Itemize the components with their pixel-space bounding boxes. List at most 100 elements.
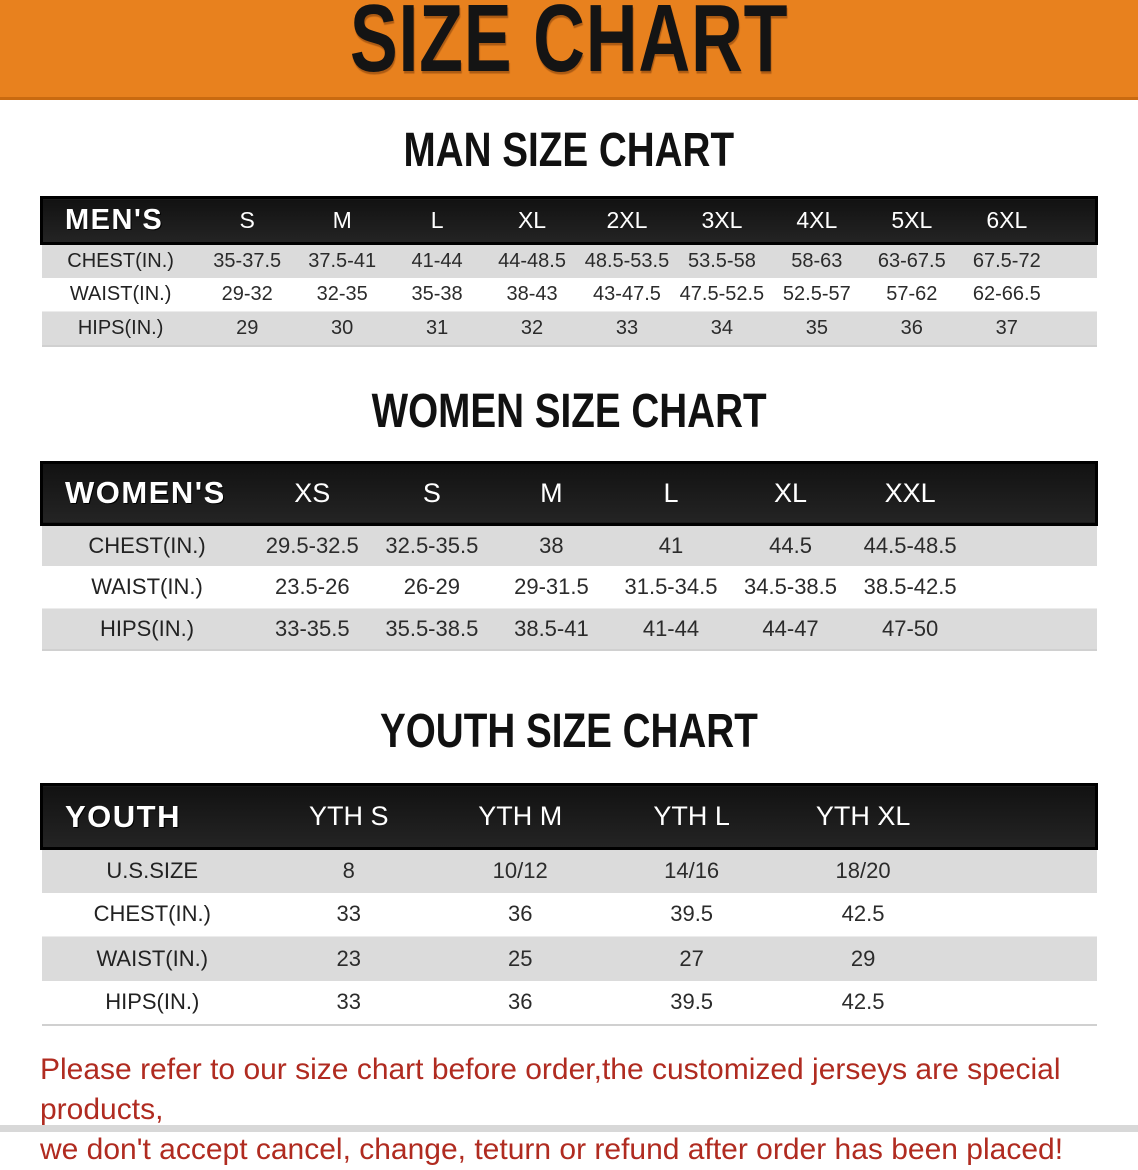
measurement-row: WAIST(IN.) 29-32 32-35 35-38 38-43 43-47.5 47.… [41, 277, 1097, 312]
sections-container: MAN SIZE CHART MEN'S S M L XL 2XL 3XL 4XL 5XL 6XL C… [0, 125, 1138, 1026]
page-title: SIZE CHART [288, 0, 850, 109]
size-value-cell: 38-43 [484, 277, 580, 312]
table-head: YOUTH YTH S YTH M YTH L YTH XL [40, 783, 1098, 850]
size-value-cell: 18/20 [777, 848, 949, 893]
header-row: WOMEN'S XS S M L XL XXL [40, 460, 1098, 526]
row-label: WAIST(IN.) [41, 566, 253, 609]
size-column-header: S [372, 460, 492, 526]
size-value-cell: 29-32 [199, 277, 295, 312]
size-value-cell: 27 [605, 936, 778, 981]
size-value-cell: 14/16 [605, 848, 778, 893]
heading-text: WOMEN SIZE CHART [371, 382, 767, 437]
women-corner-label: WOMEN'S [40, 460, 253, 526]
row-label: CHEST(IN.) [41, 524, 253, 566]
size-column-header: 4XL [769, 196, 865, 245]
size-value-cell: 31.5-34.5 [611, 566, 731, 609]
header-row: MEN'S S M L XL 2XL 3XL 4XL 5XL 6XL [39, 196, 1099, 245]
size-value-cell: 33 [263, 980, 435, 1025]
row-label: CHEST(IN.) [41, 243, 200, 278]
spacer-cell [948, 848, 1097, 893]
size-value-cell: 47-50 [850, 608, 970, 650]
disclaimer-line-1: Please refer to our size chart before or… [40, 1052, 1061, 1126]
size-value-cell: 67.5-72 [959, 243, 1055, 278]
row-label: HIPS(IN.) [41, 608, 253, 650]
size-column-header: XL [484, 196, 580, 245]
size-value-cell: 58-63 [769, 243, 865, 278]
size-value-cell: 38.5-41 [491, 608, 612, 650]
size-value-cell: 35-37.5 [199, 243, 295, 278]
measurement-row: U.S.SIZE 8 10/12 14/16 18/20 [41, 848, 1097, 893]
size-value-cell: 52.5-57 [769, 277, 865, 312]
size-value-cell: 36 [434, 980, 606, 1025]
size-value-cell: 38.5-42.5 [850, 566, 970, 609]
row-label: WAIST(IN.) [41, 277, 200, 312]
size-column-header: M [294, 196, 390, 245]
size-value-cell: 42.5 [777, 892, 949, 937]
size-value-cell: 36 [434, 892, 606, 937]
size-value-cell: 10/12 [434, 848, 606, 893]
size-value-cell: 35 [769, 311, 865, 346]
size-value-cell: 41-44 [389, 243, 485, 278]
spacer-cell [1054, 196, 1099, 245]
size-value-cell: 30 [294, 311, 390, 346]
row-label: HIPS(IN.) [41, 311, 200, 346]
youth-corner-label: YOUTH [40, 783, 264, 850]
size-column-header: 6XL [959, 196, 1055, 245]
size-value-cell: 8 [263, 848, 435, 893]
size-value-cell: 41-44 [611, 608, 731, 650]
measurement-row: HIPS(IN.) 33-35.5 35.5-38.5 38.5-41 41-44 44-… [41, 608, 1097, 650]
youth-size-section: YOUTH SIZE CHART YOUTH YTH S YTH M YTH L YTH … [0, 702, 1138, 1026]
size-column-header: 5XL [864, 196, 960, 245]
women-size-chart-heading: WOMEN SIZE CHART [0, 382, 1138, 437]
page-title-text: SIZE CHART [349, 0, 789, 92]
spacer-cell [948, 783, 1098, 850]
spacer-cell [948, 936, 1097, 981]
size-value-cell: 33 [579, 311, 675, 346]
measurement-row: CHEST(IN.) 33 36 39.5 42.5 [41, 892, 1097, 937]
size-value-cell: 32 [484, 311, 580, 346]
size-value-cell: 62-66.5 [959, 277, 1055, 312]
size-column-header: 3XL [674, 196, 770, 245]
size-value-cell: 44.5-48.5 [850, 524, 970, 566]
men-size-section: MAN SIZE CHART MEN'S S M L XL 2XL 3XL 4XL 5XL 6XL C… [0, 125, 1138, 347]
size-value-cell: 35-38 [389, 277, 485, 312]
size-value-cell: 43-47.5 [579, 277, 675, 312]
size-value-cell: 41 [611, 524, 731, 566]
size-column-header: YTH S [263, 783, 435, 850]
disclaimer-line-2: we don't accept cancel, change, teturn o… [40, 1132, 1064, 1166]
measurement-row: CHEST(IN.) 35-37.5 37.5-41 41-44 44-48.5 48.5… [41, 243, 1097, 278]
row-label: WAIST(IN.) [41, 936, 264, 981]
men-size-table: MEN'S S M L XL 2XL 3XL 4XL 5XL 6XL CHEST(IN.) 35-37… [39, 196, 1099, 347]
measurement-row: WAIST(IN.) 23.5-26 26-29 29-31.5 31.5-34.5 34… [41, 566, 1097, 609]
size-column-header: M [491, 460, 612, 526]
row-label: CHEST(IN.) [41, 892, 264, 937]
heading-text: YOUTH SIZE CHART [380, 702, 758, 758]
size-value-cell: 39.5 [605, 892, 778, 937]
size-value-cell: 42.5 [777, 980, 949, 1025]
size-value-cell: 29.5-32.5 [252, 524, 373, 566]
measurement-row: HIPS(IN.) 29 30 31 32 33 34 35 36 37 [41, 311, 1097, 346]
size-value-cell: 26-29 [372, 566, 492, 609]
size-column-header: 2XL [579, 196, 675, 245]
disclaimer: Please refer to our size chart before or… [40, 1050, 1138, 1170]
size-value-cell: 33 [263, 892, 435, 937]
spacer-cell [1054, 277, 1097, 312]
size-value-cell: 29 [777, 936, 949, 981]
size-value-cell: 37 [959, 311, 1055, 346]
size-value-cell: 35.5-38.5 [372, 608, 492, 650]
size-value-cell: 34 [674, 311, 770, 346]
men-size-chart-heading: MAN SIZE CHART [0, 125, 1138, 173]
size-column-header: L [389, 196, 485, 245]
size-value-cell: 39.5 [605, 980, 778, 1025]
youth-size-chart-heading: YOUTH SIZE CHART [0, 702, 1138, 758]
size-value-cell: 44-48.5 [484, 243, 580, 278]
size-column-header: S [199, 196, 295, 245]
size-value-cell: 44-47 [730, 608, 851, 650]
size-value-cell: 53.5-58 [674, 243, 770, 278]
spacer-cell [1054, 243, 1097, 278]
spacer-cell [948, 980, 1097, 1025]
size-value-cell: 33-35.5 [252, 608, 373, 650]
measurement-row: HIPS(IN.) 33 36 39.5 42.5 [41, 980, 1097, 1025]
spacer-cell [969, 566, 1097, 609]
